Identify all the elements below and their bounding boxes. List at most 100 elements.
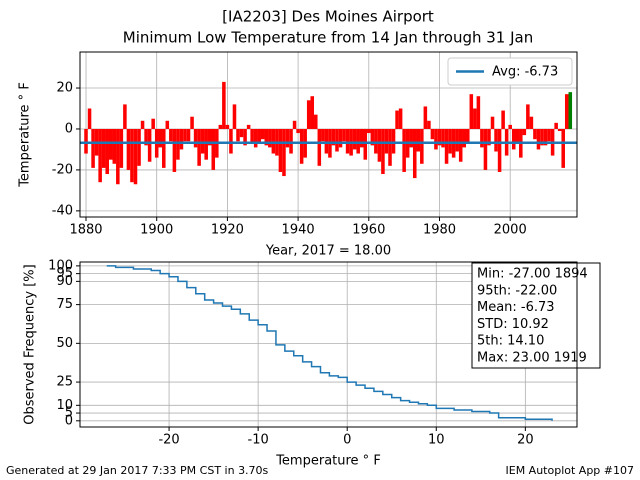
bar <box>204 128 208 160</box>
x-tick-label: 1880 <box>69 223 102 238</box>
bar <box>260 128 265 140</box>
bar <box>257 128 261 144</box>
bar <box>331 128 336 146</box>
bar <box>105 128 109 175</box>
bar <box>271 128 276 154</box>
bar <box>543 128 548 146</box>
stats-line: STD: 10.92 <box>477 317 549 332</box>
y-axis-label: Temperature ° F <box>18 82 33 188</box>
bar <box>391 128 396 154</box>
bar <box>395 110 399 129</box>
bar <box>522 128 527 136</box>
bar <box>434 128 438 150</box>
bar <box>222 81 226 129</box>
bar <box>363 128 368 160</box>
bar <box>123 104 127 129</box>
bar <box>381 128 385 175</box>
bar <box>183 128 187 142</box>
stats-line: 5th: 14.10 <box>477 334 544 349</box>
bar <box>229 128 233 154</box>
bar <box>568 92 573 129</box>
bar <box>536 128 541 150</box>
bar <box>306 100 311 129</box>
bar <box>176 128 180 160</box>
bar <box>236 128 240 142</box>
plot-frame <box>79 261 578 428</box>
bar <box>158 128 163 148</box>
bar <box>193 128 198 148</box>
y-axis-label: Observed Frequency [%] <box>23 264 38 424</box>
y-tick-label: -20 <box>52 162 73 177</box>
bar <box>282 128 286 177</box>
bar <box>487 128 491 146</box>
bar <box>533 128 537 140</box>
bar <box>388 128 392 166</box>
stats-line: Min: -27.00 1894 <box>477 267 588 282</box>
bar <box>218 124 223 129</box>
bar <box>370 128 375 146</box>
bar <box>529 116 534 129</box>
bar <box>402 128 406 172</box>
x-tick-label: 1900 <box>140 223 173 238</box>
bar <box>345 128 350 154</box>
bar <box>427 120 431 129</box>
bar <box>140 120 145 129</box>
bar <box>250 128 254 144</box>
bar <box>314 114 318 129</box>
bar <box>448 128 452 154</box>
bar <box>458 128 463 162</box>
x-axis-label: Year, 2017 = 18.00 <box>265 244 391 259</box>
bar <box>225 124 230 129</box>
bar <box>490 116 495 129</box>
bar <box>420 128 424 164</box>
bar <box>409 128 413 148</box>
bar <box>126 128 131 170</box>
x-tick-label: 10 <box>428 433 445 448</box>
bar <box>264 128 269 146</box>
bar <box>483 128 488 170</box>
bar <box>162 128 166 168</box>
bar <box>511 128 516 150</box>
bar <box>299 128 304 164</box>
stats-box <box>471 262 601 369</box>
bar <box>441 128 445 148</box>
y-tick-label: -40 <box>52 203 73 218</box>
bar <box>466 128 470 144</box>
bar <box>268 128 272 148</box>
y-tick-label: 0 <box>65 121 73 136</box>
x-tick-label: 20 <box>517 433 534 448</box>
bar <box>356 128 360 154</box>
bar <box>473 108 477 129</box>
bar <box>561 128 565 168</box>
y-tick-label: 90 <box>56 274 73 289</box>
bar <box>207 128 212 146</box>
y-tick-label: 10 <box>56 398 73 413</box>
legend <box>447 57 573 86</box>
bar <box>444 128 449 164</box>
bar <box>151 118 155 129</box>
bar <box>98 128 102 183</box>
bar <box>239 128 244 138</box>
bar <box>278 128 283 172</box>
stats-line: Max: 23.00 1919 <box>477 351 587 366</box>
y-tick-label: 0 <box>65 413 73 428</box>
x-tick-label: 2000 <box>494 223 527 238</box>
bar <box>296 128 300 134</box>
x-tick-label: 0 <box>343 433 351 448</box>
bar <box>497 128 502 172</box>
y-tick-label: 25 <box>56 375 73 390</box>
bar <box>84 128 88 154</box>
bar <box>437 128 442 146</box>
bar <box>179 128 184 150</box>
bar <box>526 104 530 129</box>
x-tick-label: -10 <box>248 433 269 448</box>
x-tick-label: 1960 <box>352 223 385 238</box>
bar <box>186 128 191 142</box>
bar <box>540 128 544 146</box>
x-tick-label: 1940 <box>282 223 315 238</box>
y-tick-label: 95 <box>56 266 73 281</box>
legend-label: Avg: -6.73 <box>492 65 558 80</box>
x-tick-label: 1980 <box>423 223 456 238</box>
y-tick-label: 50 <box>56 336 73 351</box>
bar <box>321 128 325 142</box>
